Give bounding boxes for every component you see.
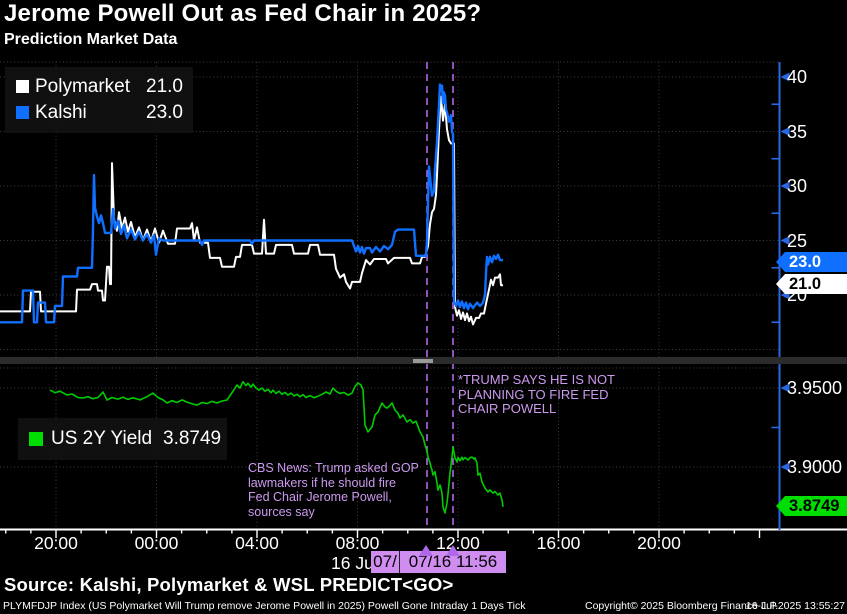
y-tick-label: 3.9000: [787, 457, 843, 477]
y-tick-label: 30: [787, 176, 808, 196]
annotation-line: *TRUMP SAYS HE IS NOT: [458, 372, 615, 387]
legend-label: Polymarket: [35, 76, 131, 97]
footer-copyright: Copyright© 2025 Bloomberg Finance L.P.: [585, 600, 779, 612]
y-tick-label: 3.9500: [787, 378, 843, 398]
y-tick-label: 35: [787, 121, 808, 142]
annotation-line: PLANNING TO FIRE FED: [458, 386, 609, 402]
yield-last-price-badge: 3.8749: [776, 496, 847, 516]
legend-label: Kalshi: [35, 102, 87, 123]
x-tick-label: 04:00: [235, 533, 279, 553]
x-tick-label: 08:00: [335, 533, 380, 553]
legend-item-polymarket[interactable]: Polymarket 21.0: [5, 75, 193, 101]
legend-label: US 2Y Yield: [51, 428, 153, 449]
legend-value: 21.0: [146, 76, 183, 97]
annotation-line: sources say: [248, 504, 315, 519]
event-marker-triangle-icon: [446, 545, 460, 556]
bottom-legend[interactable]: US 2Y Yield 3.8749: [18, 418, 227, 460]
kalshi-last-price-badge: 23.0: [776, 252, 847, 272]
legend-value: 3.8749: [163, 428, 222, 449]
panel-separator-handle[interactable]: [413, 359, 433, 363]
source-line: Source: Kalshi, Polymarket & WSL PREDICT…: [4, 574, 454, 595]
footer-timestamp: 16-Jul-2025 13:55:27: [745, 600, 845, 612]
annotation-line: lawmakers if he should fire: [248, 475, 396, 490]
annotation-line: CBS News: Trump asked GOP: [248, 461, 419, 475]
legend-value: 23.0: [146, 102, 183, 123]
x-axis-date-label: 16 Jul: [331, 553, 378, 573]
event-time-badge-partial: 07/: [371, 551, 400, 573]
page-title: Jerome Powell Out as Fed Chair in 2025?: [4, 0, 482, 27]
footer-ticker-description: PLYMFDJP Index (US Polymarket Will Trump…: [3, 600, 526, 612]
kalshi-swatch-icon: [16, 106, 29, 119]
cbs-annotation: CBS News: Trump asked GOP lawmakers if h…: [248, 461, 419, 519]
event-time-badge: 07/16 11:56: [400, 551, 506, 573]
polymarket-last-price-badge: 21.0: [776, 274, 847, 294]
annotation-line: Fed Chair Jerome Powell,: [248, 490, 392, 504]
annotation-line: CHAIR POWELL: [458, 401, 557, 416]
polymarket-swatch-icon: [16, 80, 29, 93]
top-legend: Polymarket 21.0 Kalshi 23.0: [5, 67, 193, 133]
x-tick-label: 16:00: [536, 533, 581, 553]
x-tick-label: 20:00: [637, 533, 681, 553]
legend-item-kalshi[interactable]: Kalshi 23.0: [5, 101, 193, 127]
y-tick-label: 25: [787, 230, 808, 251]
x-tick-label: 00:00: [134, 533, 179, 553]
event-marker-triangle-icon: [419, 545, 433, 556]
trump-annotation: *TRUMP SAYS HE IS NOT PLANNING TO FIRE F…: [458, 372, 615, 417]
yield-swatch-icon: [29, 432, 43, 446]
x-tick-label: 20:00: [34, 533, 78, 553]
page-subtitle: Prediction Market Data: [4, 31, 178, 48]
y-tick-label: 40: [787, 67, 808, 87]
